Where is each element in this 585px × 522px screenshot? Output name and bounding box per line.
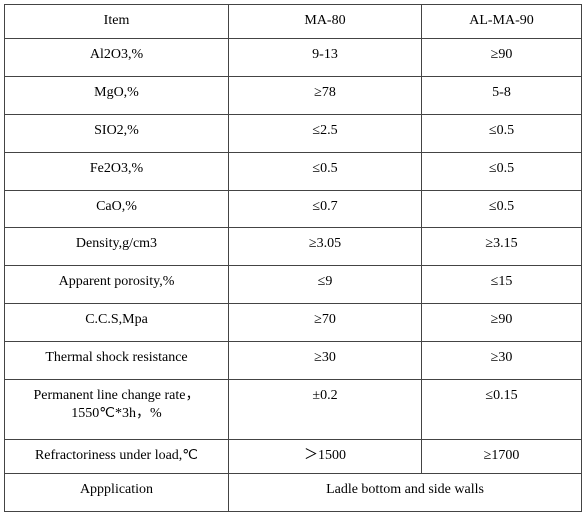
spec-table: Item MA-80 AL-MA-90 Al2O3,% 9-13 ≥90 MgO,% ≥78 5… [4, 4, 582, 512]
table-cell: ≥70 [228, 303, 422, 342]
table-cell: ≤0.5 [421, 152, 582, 191]
table-cell: ≤15 [421, 265, 582, 304]
table-cell: 5-8 [421, 76, 582, 115]
table-cell: ≥30 [421, 341, 582, 380]
table-row: C.C.S,Mpa ≥70 ≥90 [4, 303, 582, 342]
table-row: CaO,% ≤0.7 ≤0.5 [4, 190, 582, 228]
table-cell: Ladle bottom and side walls [228, 473, 582, 512]
table-row: Refractoriness under load,℃ ＞1500 ≥1700 [4, 439, 582, 474]
cell-line: Permanent line change rate， [33, 388, 200, 403]
table-cell: ≥3.05 [228, 227, 422, 266]
table-row: Apparent porosity,% ≤9 ≤15 [4, 265, 582, 304]
table-row: Thermal shock resistance ≥30 ≥30 [4, 341, 582, 380]
table-cell: Fe2O3,% [4, 152, 229, 191]
table-cell: ＞1500 [228, 439, 422, 474]
table-cell: Refractoriness under load,℃ [4, 439, 229, 474]
table-cell: Apparent porosity,% [4, 265, 229, 304]
cell-line: 1550℃*3h，% [71, 406, 162, 421]
table-cell: Density,g/cm3 [4, 227, 229, 266]
table-cell: SIO2,% [4, 114, 229, 153]
table-cell: 9-13 [228, 38, 422, 77]
table-cell: ≤0.5 [228, 152, 422, 191]
table-cell: ≤0.15 [421, 379, 582, 440]
header-row: Item MA-80 AL-MA-90 [4, 4, 582, 39]
table-cell: ≥3.15 [421, 227, 582, 266]
table-cell: CaO,% [4, 190, 229, 228]
table-cell: Thermal shock resistance [4, 341, 229, 380]
table-cell: Al2O3,% [4, 38, 229, 77]
table-cell: Item [4, 4, 229, 39]
table-cell: ≤0.7 [228, 190, 422, 228]
table-row: SIO2,% ≤2.5 ≤0.5 [4, 114, 582, 153]
table-cell: Appplication [4, 473, 229, 512]
table-cell: C.C.S,Mpa [4, 303, 229, 342]
table-cell: Permanent line change rate， 1550℃*3h，% [4, 379, 229, 440]
table-cell: MgO,% [4, 76, 229, 115]
table-row: MgO,% ≥78 5-8 [4, 76, 582, 115]
table-row: Fe2O3,% ≤0.5 ≤0.5 [4, 152, 582, 191]
table-cell: ≤2.5 [228, 114, 422, 153]
table-cell: ≤0.5 [421, 190, 582, 228]
table-row: Appplication Ladle bottom and side walls [4, 473, 582, 512]
table-cell: ±0.2 [228, 379, 422, 440]
table-cell: MA-80 [228, 4, 422, 39]
table-row: Permanent line change rate， 1550℃*3h，% ±0.… [4, 379, 582, 440]
table-cell: ≤9 [228, 265, 422, 304]
table-row: Al2O3,% 9-13 ≥90 [4, 38, 582, 77]
table-cell: ≥30 [228, 341, 422, 380]
table-cell: ≥1700 [421, 439, 582, 474]
table-cell: ≥78 [228, 76, 422, 115]
table-cell: ≤0.5 [421, 114, 582, 153]
table-cell: ≥90 [421, 38, 582, 77]
table-row: Density,g/cm3 ≥3.05 ≥3.15 [4, 227, 582, 266]
table-cell: ≥90 [421, 303, 582, 342]
table-cell: AL-MA-90 [421, 4, 582, 39]
